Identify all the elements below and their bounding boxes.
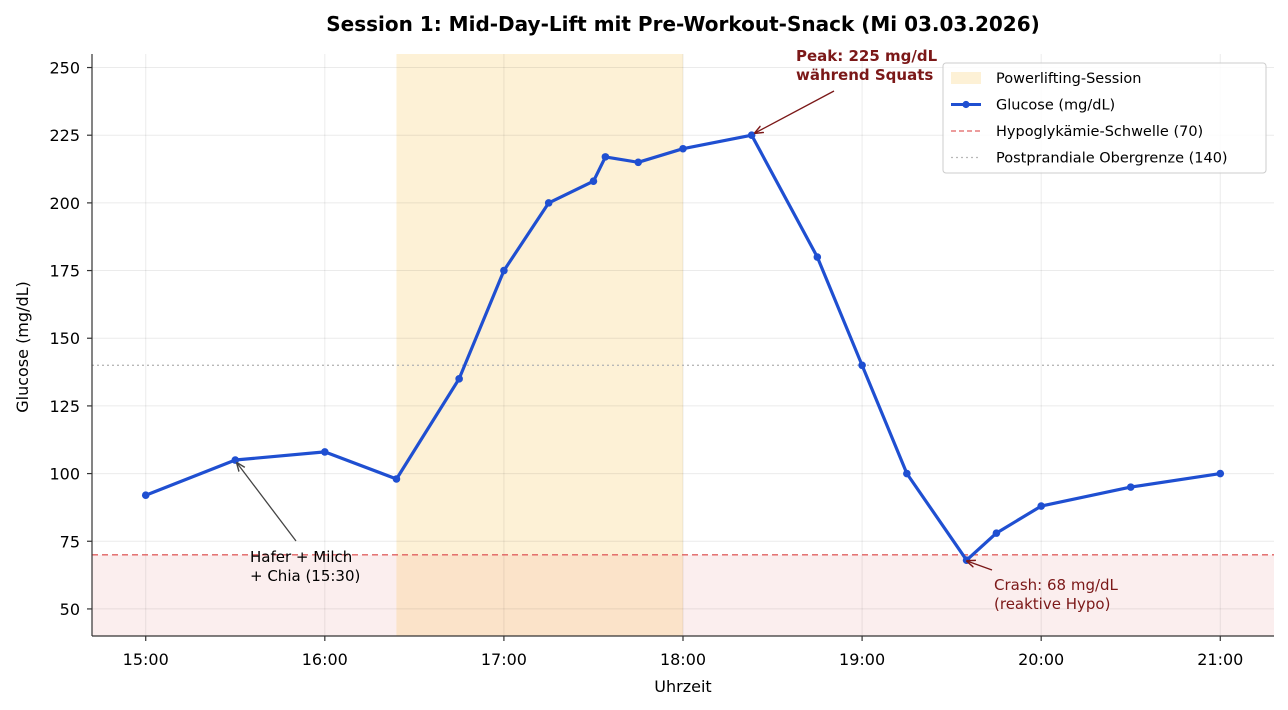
ticks: 15:00 16:00 17:00 18:00 19:00 20:00 21:00 50 75 1… bbox=[49, 59, 1243, 669]
session-band bbox=[396, 54, 683, 636]
data-point bbox=[601, 153, 610, 161]
y-axis-label: Glucose (mg/dL) bbox=[13, 281, 32, 413]
x-tick-label: 18:00 bbox=[660, 650, 706, 669]
legend-label: Powerlifting-Session bbox=[996, 71, 1141, 87]
legend: Powerlifting-Session Glucose (mg/dL) Hypog… bbox=[942, 62, 1267, 174]
legend-marker bbox=[962, 100, 970, 109]
x-axis-label: Uhrzeit bbox=[654, 677, 711, 696]
x-tick-label: 21:00 bbox=[1197, 650, 1243, 669]
annotation-line: (reaktive Hypo) bbox=[994, 595, 1110, 613]
annotation-label: Peak: 225 mg/dL während Squats bbox=[796, 47, 938, 84]
annotation-label: Crash: 68 mg/dL (reaktive Hypo) bbox=[994, 576, 1119, 613]
data-point bbox=[747, 131, 756, 140]
annotation-line: Hafer + Milch bbox=[250, 548, 352, 566]
y-tick-label: 75 bbox=[60, 532, 80, 551]
y-tick-label: 125 bbox=[49, 397, 80, 416]
annotation-line: + Chia (15:30) bbox=[250, 567, 360, 585]
annotation-line: während Squats bbox=[796, 66, 933, 84]
data-point bbox=[500, 266, 508, 275]
reference-lines bbox=[92, 364, 1274, 556]
data-point bbox=[679, 144, 687, 153]
data-point bbox=[634, 158, 643, 167]
y-tick-label: 175 bbox=[49, 262, 80, 281]
annotation-label: Hafer + Milch + Chia (15:30) bbox=[250, 548, 360, 585]
data-point bbox=[231, 456, 240, 464]
y-tick-label: 250 bbox=[49, 59, 80, 78]
data-point bbox=[1216, 469, 1225, 478]
legend-item-glucose: Glucose (mg/dL) bbox=[951, 98, 1115, 114]
legend-label: Glucose (mg/dL) bbox=[996, 98, 1115, 114]
data-point bbox=[392, 475, 401, 483]
annotation-arrow bbox=[237, 463, 297, 542]
annotation-line: Peak: 225 mg/dL bbox=[796, 47, 938, 65]
x-tick-label: 19:00 bbox=[839, 650, 885, 669]
data-point bbox=[589, 177, 598, 186]
y-tick-label: 100 bbox=[49, 465, 80, 484]
plot-background bbox=[92, 54, 1274, 636]
data-point bbox=[962, 556, 971, 565]
data-point bbox=[455, 375, 463, 383]
annotations: Hafer + Milch + Chia (15:30) Peak: 225 mg/… bbox=[237, 47, 1119, 613]
legend-label: Postprandiale Obergrenze (140) bbox=[996, 151, 1228, 167]
data-point bbox=[903, 469, 911, 478]
legend-item-session: Powerlifting-Session bbox=[951, 71, 1141, 87]
legend-item-postprandial: Postprandiale Obergrenze (140) bbox=[951, 151, 1228, 167]
data-point bbox=[544, 199, 553, 207]
legend-box bbox=[942, 62, 1267, 174]
y-tick-label: 225 bbox=[49, 126, 80, 145]
y-tick-label: 150 bbox=[49, 329, 80, 348]
data-point bbox=[321, 448, 329, 456]
x-tick-label: 20:00 bbox=[1018, 650, 1064, 669]
legend-swatch bbox=[951, 72, 981, 84]
x-tick-label: 17:00 bbox=[481, 650, 527, 669]
annotation-line: Crash: 68 mg/dL bbox=[994, 576, 1119, 594]
data-point bbox=[992, 529, 1001, 537]
series-line bbox=[144, 133, 1222, 562]
legend-item-hypo: Hypoglykämie-Schwelle (70) bbox=[951, 124, 1203, 140]
grid bbox=[92, 54, 1274, 636]
x-tick-label: 16:00 bbox=[302, 650, 348, 669]
chart-title: Session 1: Mid-Day-Lift mit Pre-Workout-… bbox=[326, 12, 1040, 36]
data-point bbox=[141, 491, 150, 500]
y-tick-label: 50 bbox=[60, 600, 80, 619]
annotation-arrow bbox=[755, 90, 835, 133]
annotation-arrow bbox=[967, 561, 993, 571]
data-point bbox=[1126, 483, 1135, 491]
y-tick-label: 200 bbox=[49, 194, 80, 213]
session-hypo-overlap bbox=[396, 554, 683, 636]
data-point bbox=[858, 361, 866, 370]
x-tick-label: 15:00 bbox=[123, 650, 169, 669]
legend-label: Hypoglykämie-Schwelle (70) bbox=[996, 124, 1203, 140]
data-point bbox=[1037, 502, 1045, 510]
data-point bbox=[813, 253, 822, 261]
